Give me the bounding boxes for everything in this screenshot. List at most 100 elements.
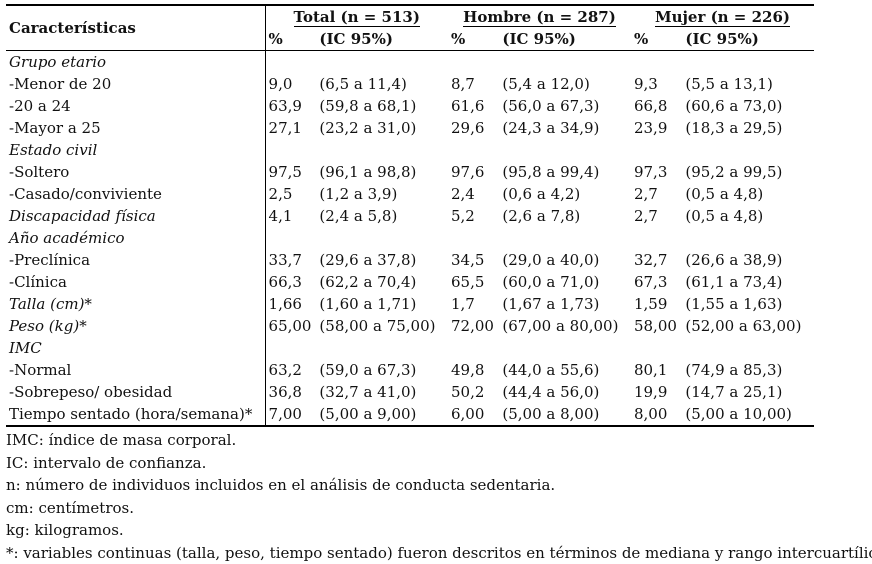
pct-cell: 5,2 bbox=[448, 205, 499, 227]
ic-cell: (95,2 a 99,5) bbox=[682, 161, 814, 183]
pct-header: % bbox=[265, 28, 316, 51]
pct-cell bbox=[631, 337, 682, 359]
row-label: Talla (cm)* bbox=[6, 293, 265, 315]
table-notes: IMC: índice de masa corporal.IC: interva… bbox=[6, 429, 814, 564]
pct-cell: 61,6 bbox=[448, 95, 499, 117]
ic-cell: (5,00 a 8,00) bbox=[499, 403, 631, 426]
pct-cell: 8,00 bbox=[631, 403, 682, 426]
table-row: Grupo etario bbox=[6, 51, 814, 74]
ic-cell: (14,7 a 25,1) bbox=[682, 381, 814, 403]
ic-cell: (6,5 a 11,4) bbox=[316, 73, 448, 95]
ic-cell bbox=[499, 51, 631, 74]
pct-cell: 36,8 bbox=[265, 381, 316, 403]
table-row: IMC bbox=[6, 337, 814, 359]
pct-cell bbox=[631, 51, 682, 74]
row-label: Grupo etario bbox=[6, 51, 265, 74]
pct-cell: 29,6 bbox=[448, 117, 499, 139]
ic-cell bbox=[682, 51, 814, 74]
table-row: Año académico bbox=[6, 227, 814, 249]
pct-cell: 7,00 bbox=[265, 403, 316, 426]
pct-cell: 2,4 bbox=[448, 183, 499, 205]
pct-cell bbox=[631, 227, 682, 249]
ic-cell: (52,00 a 63,00) bbox=[682, 315, 814, 337]
pct-cell: 72,00 bbox=[448, 315, 499, 337]
pct-cell: 1,59 bbox=[631, 293, 682, 315]
ic-cell: (2,6 a 7,8) bbox=[499, 205, 631, 227]
pct-cell: 1,66 bbox=[265, 293, 316, 315]
ic-cell bbox=[316, 51, 448, 74]
ic-cell: (44,0 a 55,6) bbox=[499, 359, 631, 381]
pct-cell: 27,1 bbox=[265, 117, 316, 139]
note-line: *: variables continuas (talla, peso, tie… bbox=[6, 542, 814, 564]
ic-cell bbox=[499, 139, 631, 161]
ic-cell bbox=[682, 337, 814, 359]
pct-cell: 97,3 bbox=[631, 161, 682, 183]
ic-cell bbox=[316, 337, 448, 359]
pct-cell: 9,3 bbox=[631, 73, 682, 95]
pct-cell: 63,9 bbox=[265, 95, 316, 117]
row-label: -Sobrepeso/ obesidad bbox=[6, 381, 265, 403]
pct-cell: 97,6 bbox=[448, 161, 499, 183]
pct-cell: 9,0 bbox=[265, 73, 316, 95]
ic-cell bbox=[682, 227, 814, 249]
female-group-header: Mujer (n = 226) bbox=[631, 5, 814, 28]
pct-cell: 2,5 bbox=[265, 183, 316, 205]
row-label: Peso (kg)* bbox=[6, 315, 265, 337]
ic-cell: (59,8 a 68,1) bbox=[316, 95, 448, 117]
pct-header: % bbox=[631, 28, 682, 51]
ic-cell: (32,7 a 41,0) bbox=[316, 381, 448, 403]
ic-header: (IC 95%) bbox=[499, 28, 631, 51]
table-row: Estado civil bbox=[6, 139, 814, 161]
pct-cell: 1,7 bbox=[448, 293, 499, 315]
ic-cell: (0,5 a 4,8) bbox=[682, 183, 814, 205]
ic-cell: (67,00 a 80,00) bbox=[499, 315, 631, 337]
row-label: -Normal bbox=[6, 359, 265, 381]
pct-cell: 80,1 bbox=[631, 359, 682, 381]
row-label: -Preclínica bbox=[6, 249, 265, 271]
pct-header: % bbox=[448, 28, 499, 51]
pct-cell: 65,00 bbox=[265, 315, 316, 337]
male-group-header: Hombre (n = 287) bbox=[448, 5, 631, 28]
ic-cell: (29,6 a 37,8) bbox=[316, 249, 448, 271]
ic-header: (IC 95%) bbox=[682, 28, 814, 51]
row-label: -Casado/conviviente bbox=[6, 183, 265, 205]
ic-cell: (60,0 a 71,0) bbox=[499, 271, 631, 293]
ic-cell: (74,9 a 85,3) bbox=[682, 359, 814, 381]
note-line: IC: intervalo de confianza. bbox=[6, 452, 814, 475]
row-label: -Menor de 20 bbox=[6, 73, 265, 95]
ic-cell: (58,00 a 75,00) bbox=[316, 315, 448, 337]
ic-cell bbox=[499, 227, 631, 249]
row-label: -Mayor a 25 bbox=[6, 117, 265, 139]
ic-cell: (1,55 a 1,63) bbox=[682, 293, 814, 315]
ic-header: (IC 95%) bbox=[316, 28, 448, 51]
ic-cell: (0,6 a 4,2) bbox=[499, 183, 631, 205]
ic-cell bbox=[316, 139, 448, 161]
pct-cell bbox=[448, 227, 499, 249]
ic-cell: (95,8 a 99,4) bbox=[499, 161, 631, 183]
characteristics-header: Características bbox=[6, 5, 265, 51]
pct-cell: 63,2 bbox=[265, 359, 316, 381]
ic-cell: (5,00 a 9,00) bbox=[316, 403, 448, 426]
pct-cell: 4,1 bbox=[265, 205, 316, 227]
ic-cell: (5,5 a 13,1) bbox=[682, 73, 814, 95]
pct-cell bbox=[448, 139, 499, 161]
pct-cell bbox=[448, 337, 499, 359]
ic-cell bbox=[316, 227, 448, 249]
note-line: n: número de individuos incluidos en el … bbox=[6, 474, 814, 497]
pct-cell: 19,9 bbox=[631, 381, 682, 403]
ic-cell: (96,1 a 98,8) bbox=[316, 161, 448, 183]
ic-cell: (59,0 a 67,3) bbox=[316, 359, 448, 381]
ic-cell: (61,1 a 73,4) bbox=[682, 271, 814, 293]
note-line: kg: kilogramos. bbox=[6, 519, 814, 542]
ic-cell bbox=[499, 337, 631, 359]
row-label: -20 a 24 bbox=[6, 95, 265, 117]
